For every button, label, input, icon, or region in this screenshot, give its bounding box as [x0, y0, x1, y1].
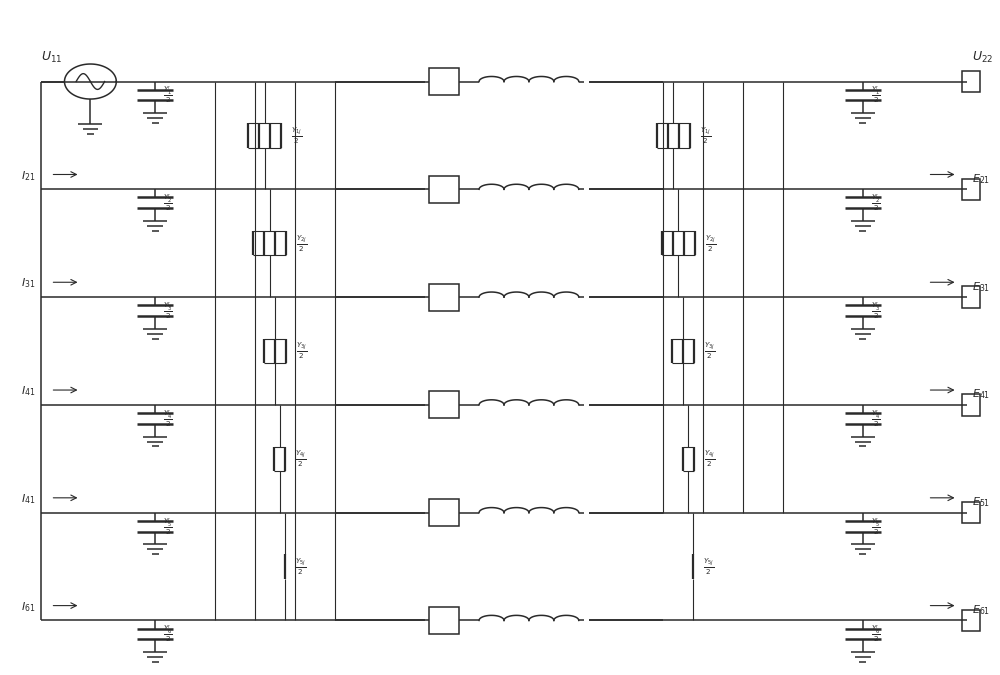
Text: $E_{41}$: $E_{41}$ [972, 387, 991, 402]
Text: $I_{41}$: $I_{41}$ [21, 492, 36, 506]
Bar [962, 178, 980, 200]
Text: $\frac{Y_3'}{2}$: $\frac{Y_3'}{2}$ [871, 300, 881, 321]
Text: $\frac{Y_5'}{2}$: $\frac{Y_5'}{2}$ [871, 516, 881, 537]
Text: $E_{51}$: $E_{51}$ [972, 495, 991, 509]
Text: $\frac{Y_{3j}}{2}$: $\frac{Y_{3j}}{2}$ [296, 341, 307, 361]
Text: $\frac{Y_{5j}}{2}$: $\frac{Y_{5j}}{2}$ [703, 556, 715, 577]
Text: $\frac{Y_{2j}}{2}$: $\frac{Y_{2j}}{2}$ [296, 233, 307, 254]
Bar [962, 71, 980, 92]
Bar [962, 610, 980, 631]
Bar [962, 394, 980, 416]
Bar [429, 176, 459, 202]
Text: $U_{22}$: $U_{22}$ [972, 49, 994, 65]
Text: $\frac{Y_2'}{2}$: $\frac{Y_2'}{2}$ [871, 192, 881, 213]
Bar [962, 502, 980, 523]
Text: $\frac{Y_{5j}}{2}$: $\frac{Y_{5j}}{2}$ [295, 556, 306, 577]
Text: $E_{21}$: $E_{21}$ [972, 172, 991, 186]
Text: $\frac{Y_2'}{2}$: $\frac{Y_2'}{2}$ [163, 192, 173, 213]
Text: $\frac{Y_5'}{2}$: $\frac{Y_5'}{2}$ [163, 516, 173, 537]
Bar [429, 68, 459, 95]
Text: $\frac{Y_3'}{2}$: $\frac{Y_3'}{2}$ [163, 300, 173, 321]
Text: $I_{61}$: $I_{61}$ [21, 600, 36, 614]
Text: $\frac{Y_4'}{2}$: $\frac{Y_4'}{2}$ [163, 408, 173, 429]
Text: $\frac{Y_1'}{2}$: $\frac{Y_1'}{2}$ [871, 84, 881, 105]
Text: $\frac{Y_4'}{2}$: $\frac{Y_4'}{2}$ [871, 408, 881, 429]
Text: $\frac{Y_6'}{2}$: $\frac{Y_6'}{2}$ [163, 624, 173, 645]
Text: $\frac{Y_{2j}}{2}$: $\frac{Y_{2j}}{2}$ [705, 233, 716, 254]
Bar [429, 392, 459, 418]
Text: $\frac{Y_6'}{2}$: $\frac{Y_6'}{2}$ [871, 624, 881, 645]
Bar [429, 607, 459, 634]
Text: $\frac{Y_{1j}}{2}$: $\frac{Y_{1j}}{2}$ [700, 125, 711, 146]
Text: $\frac{Y_{3j}}{2}$: $\frac{Y_{3j}}{2}$ [704, 341, 716, 361]
Text: $E_{61}$: $E_{61}$ [972, 603, 991, 617]
Text: $\frac{Y_1'}{2}$: $\frac{Y_1'}{2}$ [163, 84, 173, 105]
Bar [429, 500, 459, 526]
Text: $E_{31}$: $E_{31}$ [972, 280, 991, 294]
Text: $I_{21}$: $I_{21}$ [21, 169, 36, 182]
Text: $I_{31}$: $I_{31}$ [21, 277, 36, 290]
Text: $\frac{Y_{4j}}{2}$: $\frac{Y_{4j}}{2}$ [704, 448, 715, 469]
Bar [429, 284, 459, 310]
Text: $\frac{Y_{4j}}{2}$: $\frac{Y_{4j}}{2}$ [295, 448, 307, 469]
Text: $I_{41}$: $I_{41}$ [21, 384, 36, 398]
Text: $\frac{Y_{1j}}{2}$: $\frac{Y_{1j}}{2}$ [291, 125, 303, 146]
Bar [962, 286, 980, 308]
Text: $U_{11}$: $U_{11}$ [41, 49, 62, 65]
